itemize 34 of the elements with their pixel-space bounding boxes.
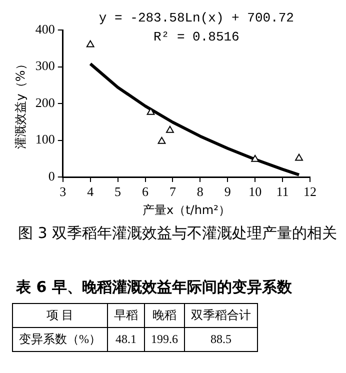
x-tick-label: 4: [87, 184, 94, 200]
x-tick-label: 6: [142, 184, 150, 200]
text: 变异系数（%）: [12, 328, 108, 352]
point: [295, 154, 303, 161]
annotation: R² = 0.8516: [154, 29, 240, 44]
text: 199.6: [144, 328, 184, 352]
y-tick-label: 200: [35, 94, 55, 110]
point: [166, 126, 174, 133]
x-tick-label: 7: [169, 184, 176, 200]
x-tick-label: 5: [114, 184, 122, 200]
text: 晚稻: [144, 304, 184, 328]
text: 项 目: [12, 304, 108, 328]
text: y = -283.58Ln(x) + 700.72: [98, 10, 294, 26]
x-tick-label: 11: [276, 184, 289, 200]
y-tick-label: 300: [35, 58, 55, 74]
text: 双季稻合计: [184, 304, 258, 328]
point: [158, 136, 166, 144]
x-tick-label: 12: [304, 184, 316, 200]
text: 88.5: [184, 328, 258, 352]
y-tick-label: 100: [35, 132, 55, 147]
y-axis-title: 灌溉效益y（%）: [13, 58, 28, 149]
text: 48.1: [108, 328, 144, 352]
text: 表 6 早、晚稻灌溉效益年际间的变异系数: [16, 278, 293, 297]
y-tick-label: 0: [48, 168, 55, 184]
y-tick-label: 400: [35, 21, 55, 36]
point: [86, 40, 94, 48]
point: [146, 108, 155, 115]
x-tick-label: 3: [60, 184, 66, 200]
x-tick-label: 9: [224, 184, 231, 200]
x-tick-label: 8: [196, 184, 204, 200]
x-axis-title: 产量x（t/hm²）: [142, 202, 230, 217]
x-tick-label: 10: [248, 184, 262, 200]
text: 早稻: [108, 304, 144, 328]
caption: 图 3 双季稻年灌溉效益与不灌溉处理产量的相关: [18, 224, 338, 243]
